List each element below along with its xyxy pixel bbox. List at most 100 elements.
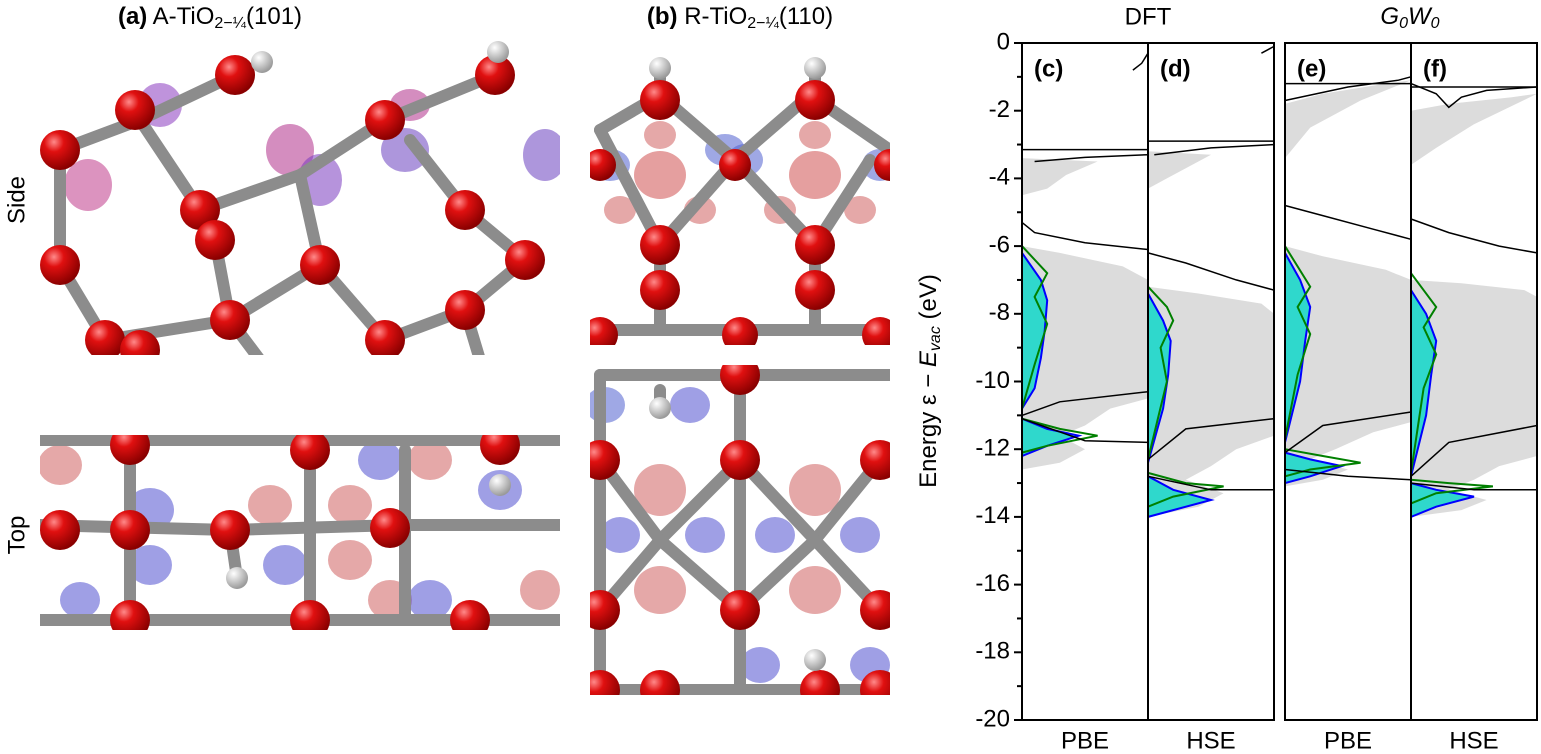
band-curve — [1410, 424, 1538, 477]
hydrogen-atom — [226, 567, 248, 589]
y-tick-label: -2 — [989, 96, 1010, 123]
orbital-lobe — [799, 121, 831, 149]
panel-b-title: (b) R-TiO2−¼(110) — [647, 3, 833, 32]
oxygen-atom — [40, 510, 80, 550]
y-axis-label: Energy ε − Evac (eV) — [915, 274, 944, 488]
oxygen-atom — [365, 320, 405, 355]
total-dos — [1022, 158, 1148, 470]
structure-illustrations — [40, 41, 890, 695]
oxygen-atom — [475, 55, 515, 95]
panel-label: (e) — [1297, 55, 1326, 82]
oxygen-atom — [290, 600, 330, 630]
orbital-lobe — [634, 151, 686, 199]
y-tick-label: -12 — [975, 435, 1010, 462]
total-dos — [1411, 93, 1537, 517]
band-curve — [1154, 143, 1275, 156]
orbital-lobe — [358, 440, 402, 480]
oxygen-atom — [210, 510, 250, 550]
orbital-lobe — [789, 566, 841, 614]
orbital-lobe — [634, 464, 686, 516]
oxygen-atom — [719, 149, 751, 181]
oxygen-atom — [640, 225, 680, 265]
orbital-lobe — [128, 545, 172, 585]
oxygen-atom — [640, 270, 680, 310]
orbital-lobe — [328, 485, 372, 525]
oxygen-atom — [720, 440, 760, 480]
band-curve — [1132, 52, 1149, 71]
y-tick-label: 0 — [997, 28, 1010, 55]
band-curve — [1284, 204, 1412, 241]
y-tick-label: -10 — [975, 367, 1010, 394]
panel-label: (c) — [1034, 55, 1063, 82]
group-title: G0W0 — [1380, 3, 1439, 32]
group-title: DFT — [1125, 3, 1172, 30]
oxygen-atom — [365, 100, 405, 140]
x-axis-label: PBE — [1324, 727, 1372, 754]
oxygen-atom — [795, 225, 835, 265]
orbital-lobe — [740, 647, 780, 683]
orbital-lobe — [755, 517, 795, 553]
projected-dos — [1410, 272, 1494, 505]
oxygen-atom — [300, 245, 340, 285]
oxygen-atom — [860, 670, 890, 695]
oxygen-atom — [110, 510, 150, 550]
oxygen-atom — [40, 245, 80, 285]
dos-panel — [1021, 42, 1149, 721]
oxygen-atom — [640, 670, 680, 695]
dos-panel — [1410, 42, 1538, 721]
bond — [594, 124, 666, 251]
hydrogen-atom — [251, 51, 273, 73]
oxygen-atom — [505, 240, 545, 280]
view-label: Top — [3, 516, 30, 555]
oxygen-atom — [180, 190, 220, 230]
y-tick-label: -4 — [989, 164, 1010, 191]
oxygen-atom — [115, 90, 155, 130]
band-curve — [1410, 218, 1538, 254]
structure — [590, 57, 890, 345]
projected-dos — [1147, 286, 1224, 508]
orbital-lobe — [844, 196, 876, 224]
orbital-lobe — [789, 464, 841, 516]
y-tick-label: -16 — [975, 570, 1010, 597]
oxygen-atom — [445, 190, 485, 230]
oxygen-atom — [120, 330, 160, 355]
total-dos — [1285, 80, 1411, 487]
oxygen-atom — [110, 435, 150, 465]
band-curve — [1147, 417, 1275, 460]
orbital-lobe — [670, 387, 710, 423]
orbital-lobe — [263, 545, 307, 585]
band-curve — [1021, 417, 1149, 444]
oxygen-atom — [290, 435, 330, 470]
orbital-lobe — [381, 128, 429, 172]
y-tick-label: -8 — [989, 299, 1010, 326]
orbital-lobe — [634, 566, 686, 614]
orbital-lobe — [523, 129, 560, 181]
orbital-lobe — [408, 440, 452, 480]
orbital-lobe — [60, 582, 100, 618]
oxygen-atom — [450, 600, 490, 630]
oxygen-atom — [40, 130, 80, 170]
orbital-lobe — [685, 517, 725, 553]
panel-frame — [1147, 42, 1275, 721]
y-tick-label: -20 — [975, 705, 1010, 732]
oxygen-atom — [795, 270, 835, 310]
hydrogen-atom — [487, 41, 509, 63]
oxygen-atom — [370, 508, 410, 548]
band-curve — [1147, 475, 1274, 491]
band-curve — [1410, 82, 1538, 109]
band-curve — [1261, 45, 1275, 54]
orbital-lobe — [644, 121, 676, 149]
structure — [590, 365, 890, 695]
y-tick-label: -6 — [989, 231, 1010, 258]
oxygen-atom — [860, 440, 890, 480]
projected-dos — [1021, 245, 1098, 454]
oxygen-atom — [874, 149, 890, 181]
x-axis-label: HSE — [1186, 727, 1235, 754]
y-tick-label: -14 — [975, 502, 1010, 529]
band-curve — [1034, 153, 1149, 163]
oxygen-atom — [85, 320, 125, 355]
orbital-lobe — [789, 151, 841, 199]
total-dos — [1148, 151, 1274, 517]
oxygen-atom — [590, 317, 618, 345]
band-curve — [1410, 482, 1537, 491]
